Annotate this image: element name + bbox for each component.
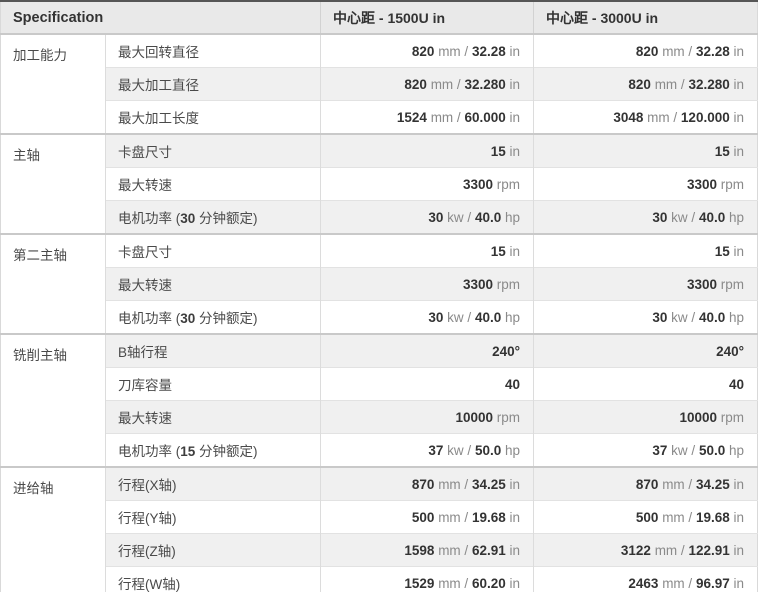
group-label: 加工能力 <box>0 33 106 134</box>
table-row: 行程(Z轴) 1598 mm / 62.91 in 3122 mm / 122.91… <box>1 533 758 567</box>
spec-label: 电机功率 (30 分钟额定) <box>105 300 321 334</box>
spec-value-3000u: 10000 rpm <box>533 400 758 434</box>
group-label: 主轴 <box>0 133 106 234</box>
table-row: 主轴 卡盘尺寸 15 in 15 in <box>0 133 758 234</box>
spec-label: 最大转速 <box>105 167 321 201</box>
spec-value-1500u: 1524 mm / 60.000 in <box>320 100 534 134</box>
spec-value-1500u: 820 mm / 32.280 in <box>320 67 534 101</box>
spec-value-1500u: 1598 mm / 62.91 in <box>320 533 534 567</box>
spec-value-1500u: 30 kw / 40.0 hp <box>320 200 534 234</box>
spec-value-3000u: 820 mm / 32.28 in <box>533 33 758 68</box>
spec-value-3000u: 3122 mm / 122.91 in <box>533 533 758 567</box>
spec-label: 电机功率 (30 分钟额定) <box>105 200 321 234</box>
spec-value-3000u: 15 in <box>533 133 758 168</box>
spec-value-1500u: 3300 rpm <box>320 267 534 301</box>
spec-label: 行程(W轴) <box>105 566 321 592</box>
spec-label: 卡盘尺寸 <box>105 133 321 168</box>
table-row: 行程(W轴) 1529 mm / 60.20 in 2463 mm / 96.97 … <box>1 566 758 592</box>
table-row: 行程(Y轴) 500 mm / 19.68 in 500 mm / 19.68 in <box>1 500 758 534</box>
table-row: 最大加工长度 1524 mm / 60.000 in 3048 mm / 120.0… <box>1 100 758 134</box>
spec-label: B轴行程 <box>105 333 321 368</box>
spec-label: 行程(X轴) <box>105 466 321 501</box>
table-row: 加工能力 最大回转直径 820 mm / 32.28 in 820 mm / 32.2… <box>0 33 758 134</box>
spec-value-3000u: 15 in <box>533 233 758 268</box>
spec-value-3000u: 3048 mm / 120.000 in <box>533 100 758 134</box>
spec-value-3000u: 30 kw / 40.0 hp <box>533 200 758 234</box>
spec-value-1500u: 15 in <box>320 233 534 268</box>
spec-value-3000u: 37 kw / 50.0 hp <box>533 433 758 467</box>
spec-value-1500u: 3300 rpm <box>320 167 534 201</box>
spec-value-1500u: 1529 mm / 60.20 in <box>320 566 534 592</box>
spec-value-1500u: 40 <box>320 367 534 401</box>
header-specification: Specification <box>0 1 321 35</box>
spec-value-3000u: 2463 mm / 96.97 in <box>533 566 758 592</box>
spec-label: 最大转速 <box>105 400 321 434</box>
table-row: 电机功率 (30 分钟额定) 30 kw / 40.0 hp 30 kw / 40.… <box>1 200 758 234</box>
group-label: 铣削主轴 <box>0 333 106 467</box>
spec-label: 卡盘尺寸 <box>105 233 321 268</box>
group-label: 进给轴 <box>0 466 106 592</box>
spec-label: 电机功率 (15 分钟额定) <box>105 433 321 467</box>
table-row: 最大转速 10000 rpm 10000 rpm <box>1 400 758 434</box>
table-row: 最大加工直径 820 mm / 32.280 in 820 mm / 32.280 … <box>1 67 758 101</box>
header-center-distance-1500u: 中心距 - 1500U in <box>320 1 534 35</box>
spec-value-3000u: 40 <box>533 367 758 401</box>
spec-value-1500u: 500 mm / 19.68 in <box>320 500 534 534</box>
spec-value-3000u: 240° <box>533 333 758 368</box>
spec-value-1500u: 30 kw / 40.0 hp <box>320 300 534 334</box>
spec-value-3000u: 500 mm / 19.68 in <box>533 500 758 534</box>
spec-value-1500u: 15 in <box>320 133 534 168</box>
spec-value-1500u: 37 kw / 50.0 hp <box>320 433 534 467</box>
spec-value-3000u: 3300 rpm <box>533 267 758 301</box>
spec-value-1500u: 870 mm / 34.25 in <box>320 466 534 501</box>
table-row: 铣削主轴 B轴行程 240° 240° <box>0 333 758 467</box>
spec-value-1500u: 10000 rpm <box>320 400 534 434</box>
table-row: 最大转速 3300 rpm 3300 rpm <box>1 167 758 201</box>
group-label: 第二主轴 <box>0 233 106 334</box>
table-row: 最大转速 3300 rpm 3300 rpm <box>1 267 758 301</box>
spec-value-3000u: 3300 rpm <box>533 167 758 201</box>
spec-value-1500u: 240° <box>320 333 534 368</box>
header-row: Specification 中心距 - 1500U in 中心距 - 3000U… <box>0 1 758 35</box>
spec-table-body: 加工能力 最大回转直径 820 mm / 32.28 in 820 mm / 32.2… <box>0 33 758 592</box>
spec-label: 行程(Z轴) <box>105 533 321 567</box>
table-row: 电机功率 (15 分钟额定) 37 kw / 50.0 hp 37 kw / 50.… <box>1 433 758 467</box>
table-row: 电机功率 (30 分钟额定) 30 kw / 40.0 hp 30 kw / 40.… <box>1 300 758 334</box>
spec-value-3000u: 30 kw / 40.0 hp <box>533 300 758 334</box>
spec-label: 行程(Y轴) <box>105 500 321 534</box>
spec-label: 刀库容量 <box>105 367 321 401</box>
table-row: 刀库容量 40 40 <box>1 367 758 401</box>
spec-value-3000u: 820 mm / 32.280 in <box>533 67 758 101</box>
spec-label: 最大加工直径 <box>105 67 321 101</box>
table-row: 进给轴 行程(X轴) 870 mm / 34.25 in 870 mm / 34.25… <box>0 466 758 592</box>
spec-label: 最大加工长度 <box>105 100 321 134</box>
spec-label: 最大转速 <box>105 267 321 301</box>
spec-label: 最大回转直径 <box>105 33 321 68</box>
spec-value-3000u: 870 mm / 34.25 in <box>533 466 758 501</box>
spec-value-1500u: 820 mm / 32.28 in <box>320 33 534 68</box>
header-center-distance-3000u: 中心距 - 3000U in <box>533 1 758 35</box>
table-row: 第二主轴 卡盘尺寸 15 in 15 in <box>0 233 758 334</box>
